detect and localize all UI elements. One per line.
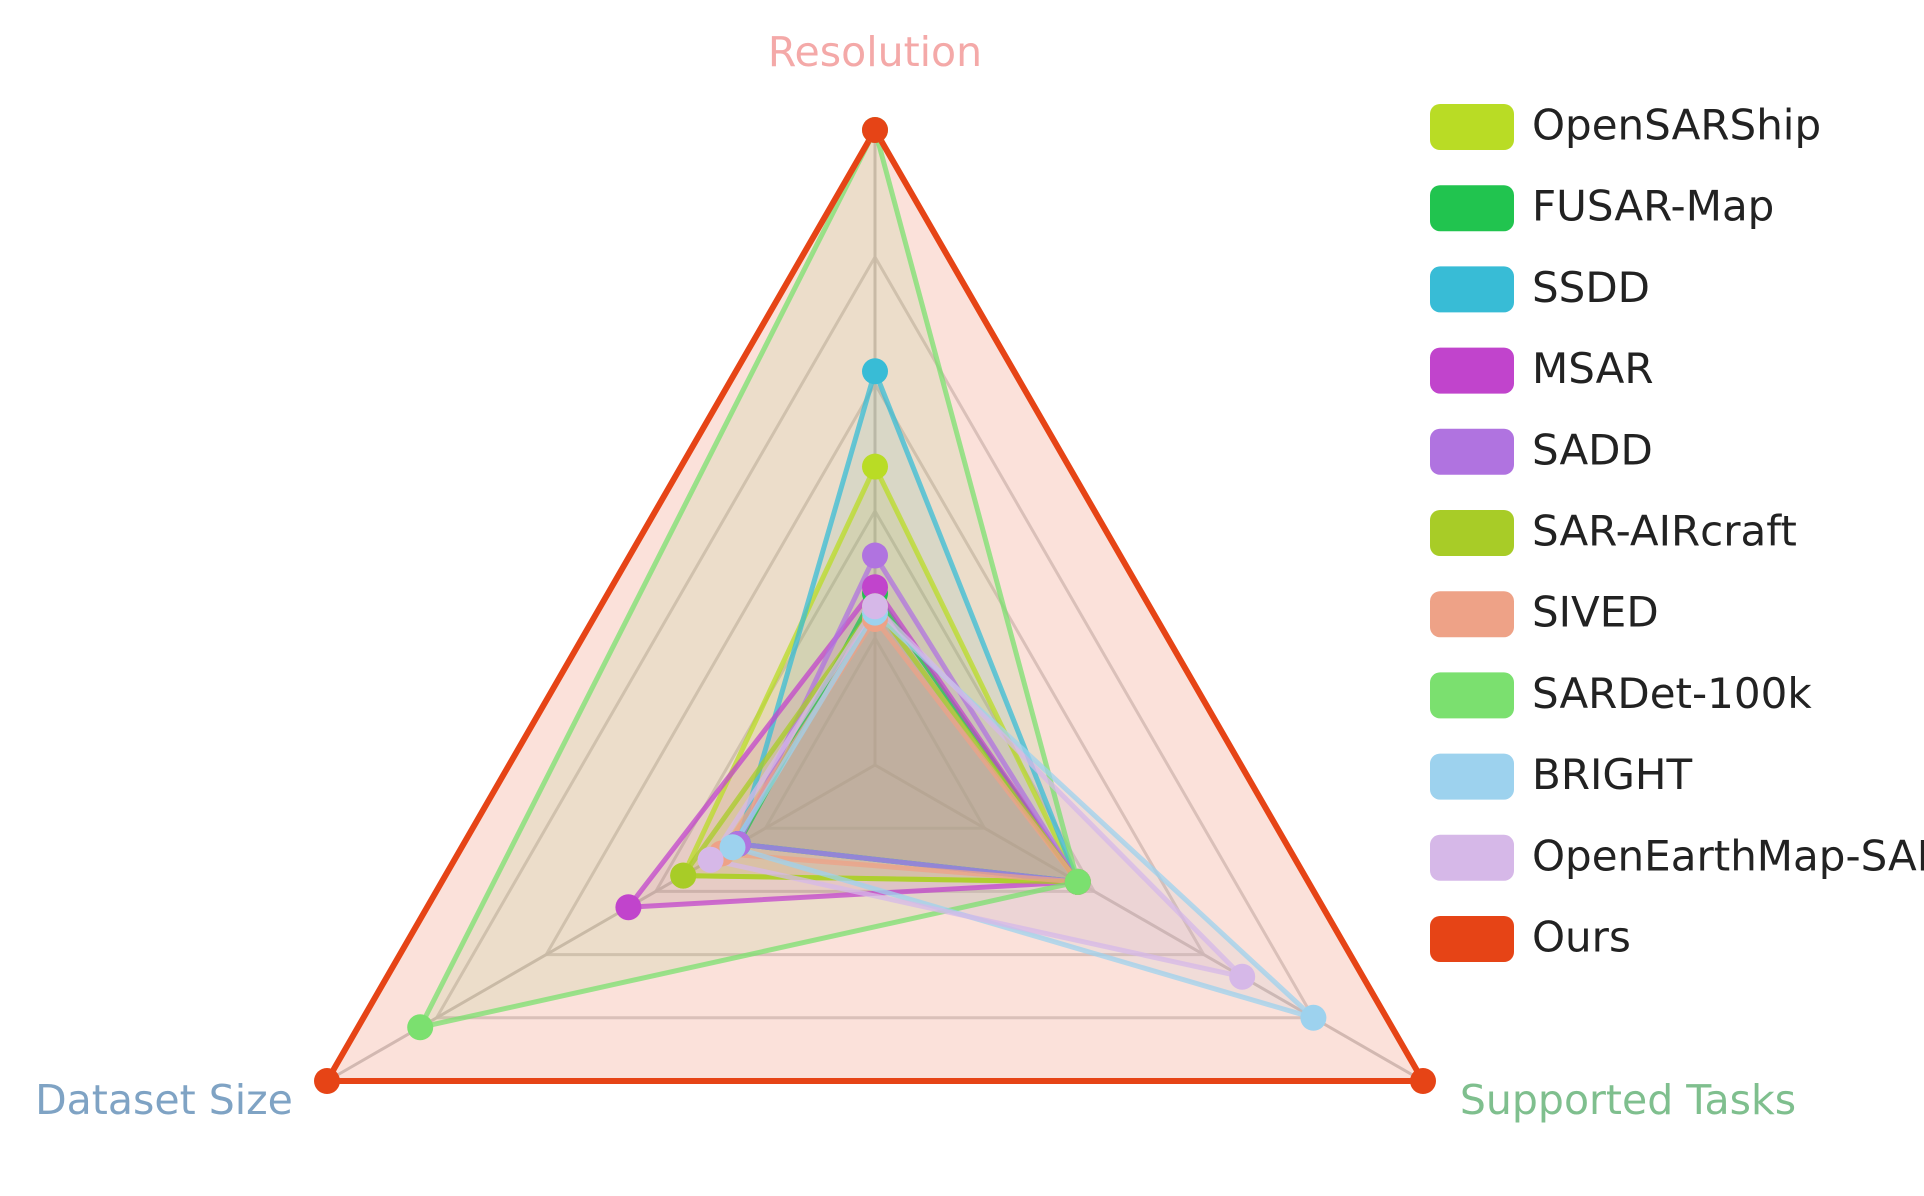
axis-line-supported-tasks xyxy=(874,763,1424,1083)
series-point-sardet-100k-dataset-size xyxy=(407,1014,434,1041)
legend-swatch xyxy=(1430,428,1514,475)
axis-label-supported-tasks: Supported Tasks xyxy=(1460,1076,1796,1124)
legend-item-opensarship: OpenSARShip xyxy=(1430,101,1821,150)
legend-item-msar: MSAR xyxy=(1430,344,1654,394)
series-line-openearthmap-sar xyxy=(708,603,1245,980)
legend-label: FUSAR-Map xyxy=(1532,182,1774,231)
axis-label-dataset-size: Dataset Size xyxy=(35,1076,293,1124)
series-area-sadd xyxy=(738,555,1078,882)
legend-item-fusar-map: FUSAR-Map xyxy=(1430,182,1774,232)
series-area-opensarship xyxy=(683,466,1078,882)
legend-label: MSAR xyxy=(1532,344,1654,393)
legend-swatch xyxy=(1430,185,1514,232)
legend-label: SAR-AIRcraft xyxy=(1532,507,1797,556)
legend-label: BRIGHT xyxy=(1532,750,1693,799)
series-point-openearthmap-sar-resolution xyxy=(862,593,888,620)
series-point-msar-dataset-size xyxy=(615,894,642,921)
series-point-bright-supported-tasks xyxy=(1300,1004,1327,1031)
legend-label: SSDD xyxy=(1532,263,1650,312)
series-point-ours-supported-tasks xyxy=(1410,1068,1436,1094)
series-point-bright-dataset-size xyxy=(719,834,746,861)
series-area-bright xyxy=(732,612,1314,1018)
legend-item-sardet-100k: SARDet-100k xyxy=(1430,669,1812,719)
legend-swatch xyxy=(1430,266,1514,313)
series-line-sar-aircraft xyxy=(680,603,1081,885)
grid-ring xyxy=(434,253,1316,1020)
series-area-fusar-map xyxy=(738,593,1078,882)
series-point-ours-dataset-size xyxy=(314,1068,340,1094)
series-point-openearthmap-sar-dataset-size xyxy=(697,846,724,873)
axis-labels: Resolution Supported Tasks Dataset Size xyxy=(35,28,1796,1124)
legend-swatch xyxy=(1430,834,1514,881)
series-line-msar xyxy=(625,584,1081,910)
legend-label: OpenEarthMap-SAR xyxy=(1532,831,1924,880)
series-line-ours xyxy=(324,127,1426,1084)
series-line-sardet-100k xyxy=(417,127,1081,1030)
series-point-sadd-resolution xyxy=(862,542,888,569)
legend-swatch xyxy=(1430,510,1514,556)
series-area-sived xyxy=(721,619,1078,882)
legend-swatch xyxy=(1430,672,1514,719)
legend-swatch xyxy=(1430,753,1514,800)
legend: OpenSARShip FUSAR-Map SSDD MSAR SADD SAR-AIRc… xyxy=(1430,101,1924,962)
legend-item-bright: BRIGHT xyxy=(1430,750,1693,800)
series-lines xyxy=(324,127,1426,1084)
series-point-msar-resolution xyxy=(862,574,888,601)
legend-item-ssdd: SSDD xyxy=(1430,263,1650,313)
legend-label: SADD xyxy=(1532,425,1653,474)
series-point-opensarship-resolution xyxy=(862,453,888,480)
legend-label: SARDet-100k xyxy=(1532,669,1812,718)
series-point-sar-aircraft-dataset-size xyxy=(670,862,697,889)
series-point-ssdd-resolution xyxy=(862,358,888,385)
series-area-sar-aircraft xyxy=(683,606,1078,882)
series-line-bright xyxy=(730,610,1316,1021)
legend-item-sived: SIVED xyxy=(1430,588,1659,638)
legend-swatch xyxy=(1430,591,1514,638)
grid-ring xyxy=(543,380,1207,957)
legend-item-ours: Ours xyxy=(1430,913,1631,962)
series-area-sardet-100k xyxy=(420,130,1078,1028)
series-point-openearthmap-sar-supported-tasks xyxy=(1229,963,1256,990)
series-points xyxy=(314,117,1436,1094)
grid-ring xyxy=(762,634,988,830)
legend-swatch xyxy=(1430,104,1514,150)
legend-item-sadd: SADD xyxy=(1430,425,1653,475)
legend-item-openearthmap-sar: OpenEarthMap-SAR xyxy=(1430,831,1924,881)
legend-label: OpenSARShip xyxy=(1532,101,1821,150)
legend-item-sar-aircraft: SAR-AIRcraft xyxy=(1430,507,1797,556)
series-point-ours-resolution xyxy=(862,117,888,143)
axis-label-resolution: Resolution xyxy=(768,28,982,76)
legend-label: Ours xyxy=(1532,913,1631,962)
legend-swatch xyxy=(1430,916,1514,962)
series-point-sardet-100k-supported-tasks xyxy=(1064,868,1091,895)
series-area-openearthmap-sar xyxy=(710,606,1243,977)
legend-swatch xyxy=(1430,347,1514,394)
legend-label: SIVED xyxy=(1532,588,1659,637)
